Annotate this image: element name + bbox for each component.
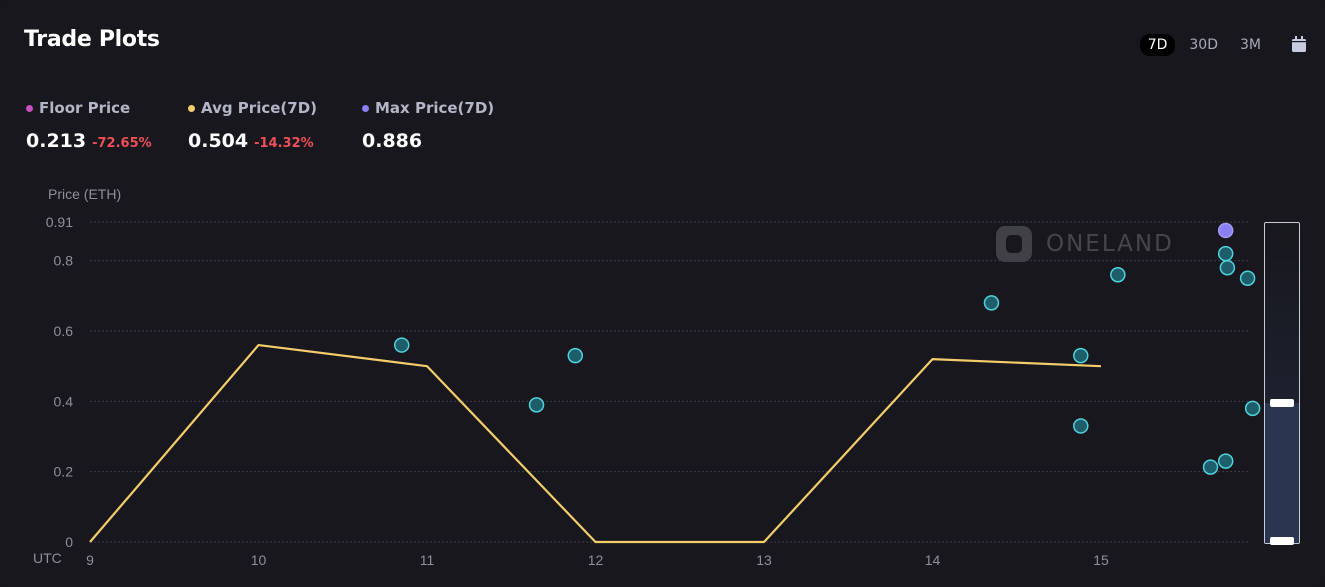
scroller-selected-range <box>1265 403 1299 543</box>
y-tick-label: 0.8 <box>54 253 74 269</box>
avg-price-label: Avg Price(7D) <box>201 99 318 117</box>
oneland-logo-icon <box>996 226 1032 262</box>
x-axis-title: UTC <box>33 550 62 566</box>
x-tick-label: 12 <box>588 552 604 568</box>
trade-point <box>528 397 545 413</box>
x-tick-label: 11 <box>420 552 435 568</box>
x-tick-label: 9 <box>86 552 94 568</box>
trade-point <box>1217 245 1234 262</box>
range-scroller[interactable] <box>1264 222 1300 545</box>
trade-point <box>1239 270 1256 287</box>
avg-price-line <box>89 343 1102 544</box>
avg-price-change: -14.32% <box>254 136 314 151</box>
x-tick-label: 13 <box>756 552 772 568</box>
scroller-bottom-handle[interactable] <box>1270 537 1294 545</box>
avg-price-stat: Avg Price(7D) 0.504 -14.32% <box>188 99 317 152</box>
floor-price-legend-dot <box>26 104 33 112</box>
trade-point <box>983 295 1000 311</box>
trade-point <box>1244 400 1261 417</box>
avg-price-value: 0.504 <box>188 130 249 152</box>
trade-point <box>1073 418 1089 434</box>
trade-point <box>1219 259 1236 276</box>
floor-price-label: Floor Price <box>39 99 131 117</box>
floor-price-stat: Floor Price 0.213 -72.65% <box>26 99 152 152</box>
y-tick-label: 0.2 <box>54 464 74 480</box>
trade-point <box>1217 453 1234 469</box>
max-price-legend-dot <box>362 104 369 112</box>
watermark: ONELAND <box>996 226 1174 262</box>
y-tick-label: 0.4 <box>54 393 74 409</box>
avg-price-legend-dot <box>188 104 195 112</box>
scroller-top-handle[interactable] <box>1270 399 1294 408</box>
trade-point <box>1202 459 1219 475</box>
y-tick-label: 0 <box>65 534 73 550</box>
trade-point <box>1073 347 1089 364</box>
trade-point <box>393 337 410 353</box>
scroller-fade <box>1265 223 1299 404</box>
floor-price-value: 0.213 <box>26 130 87 152</box>
y-tick-label: 0.91 <box>46 214 73 230</box>
y-tick-label: 0.6 <box>54 323 74 339</box>
trade-point <box>567 347 584 364</box>
watermark-text: ONELAND <box>1046 231 1174 257</box>
max-price-point <box>1217 222 1234 239</box>
x-tick-label: 10 <box>251 552 267 568</box>
max-price-stat: Max Price(7D) 0.886 <box>362 99 494 152</box>
max-price-label: Max Price(7D) <box>375 99 495 117</box>
trade-point <box>1110 266 1126 283</box>
page-title: Trade Plots <box>24 27 160 52</box>
tab-30d[interactable]: 30D <box>1189 37 1218 53</box>
calendar-icon[interactable] <box>1292 36 1306 52</box>
x-tick-label: 15 <box>1093 552 1109 568</box>
range-tabs: 7D 30D 3M <box>1139 34 1269 56</box>
tab-7d[interactable]: 7D <box>1139 34 1176 56</box>
tab-3m[interactable]: 3M <box>1240 37 1261 53</box>
x-tick-label: 14 <box>925 552 941 568</box>
floor-price-change: -72.65% <box>92 136 152 151</box>
y-axis-title: Price (ETH) <box>48 186 122 202</box>
max-price-value: 0.886 <box>362 130 423 152</box>
